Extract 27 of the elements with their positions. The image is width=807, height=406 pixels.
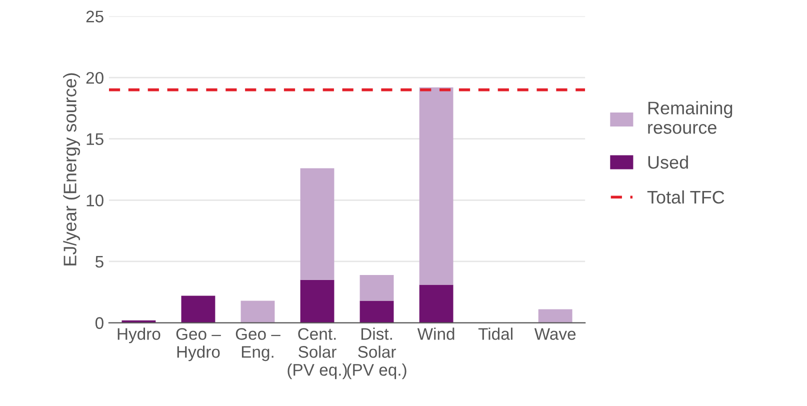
y-tick-label: 15 <box>86 133 104 146</box>
x-tick-label: Wave <box>534 328 576 340</box>
x-tick-label: Wind <box>417 328 454 340</box>
bar <box>300 280 334 323</box>
x-tick-label: Geo – Hydro <box>176 328 221 362</box>
bar <box>300 168 334 280</box>
x-tick-label: Cent. Solar (PV eq.) <box>288 328 347 380</box>
bar <box>419 87 454 285</box>
legend-label: Remaining resource <box>648 101 732 134</box>
bar <box>538 309 572 323</box>
bar <box>360 274 394 301</box>
legend-label: Used <box>648 155 688 169</box>
y-tick-label: 25 <box>86 10 104 22</box>
y-tick-label: 20 <box>86 72 104 84</box>
y-axis-title: EJ/year (Energy source) <box>63 73 80 266</box>
x-tick-label: Geo – Eng. <box>236 328 280 362</box>
x-tick-label: Tidal <box>478 328 512 340</box>
y-tick-label: 10 <box>86 194 104 206</box>
bar <box>360 300 394 323</box>
bar <box>419 284 454 323</box>
bar <box>181 296 216 323</box>
y-tick-label: 5 <box>95 256 104 268</box>
y-tick-label: 0 <box>95 317 104 329</box>
legend-label: Total TFC <box>647 190 724 204</box>
bar <box>240 300 275 323</box>
x-tick-label: Hydro <box>118 328 160 344</box>
x-tick-label: Dist. Solar (PV eq.) <box>347 328 406 380</box>
